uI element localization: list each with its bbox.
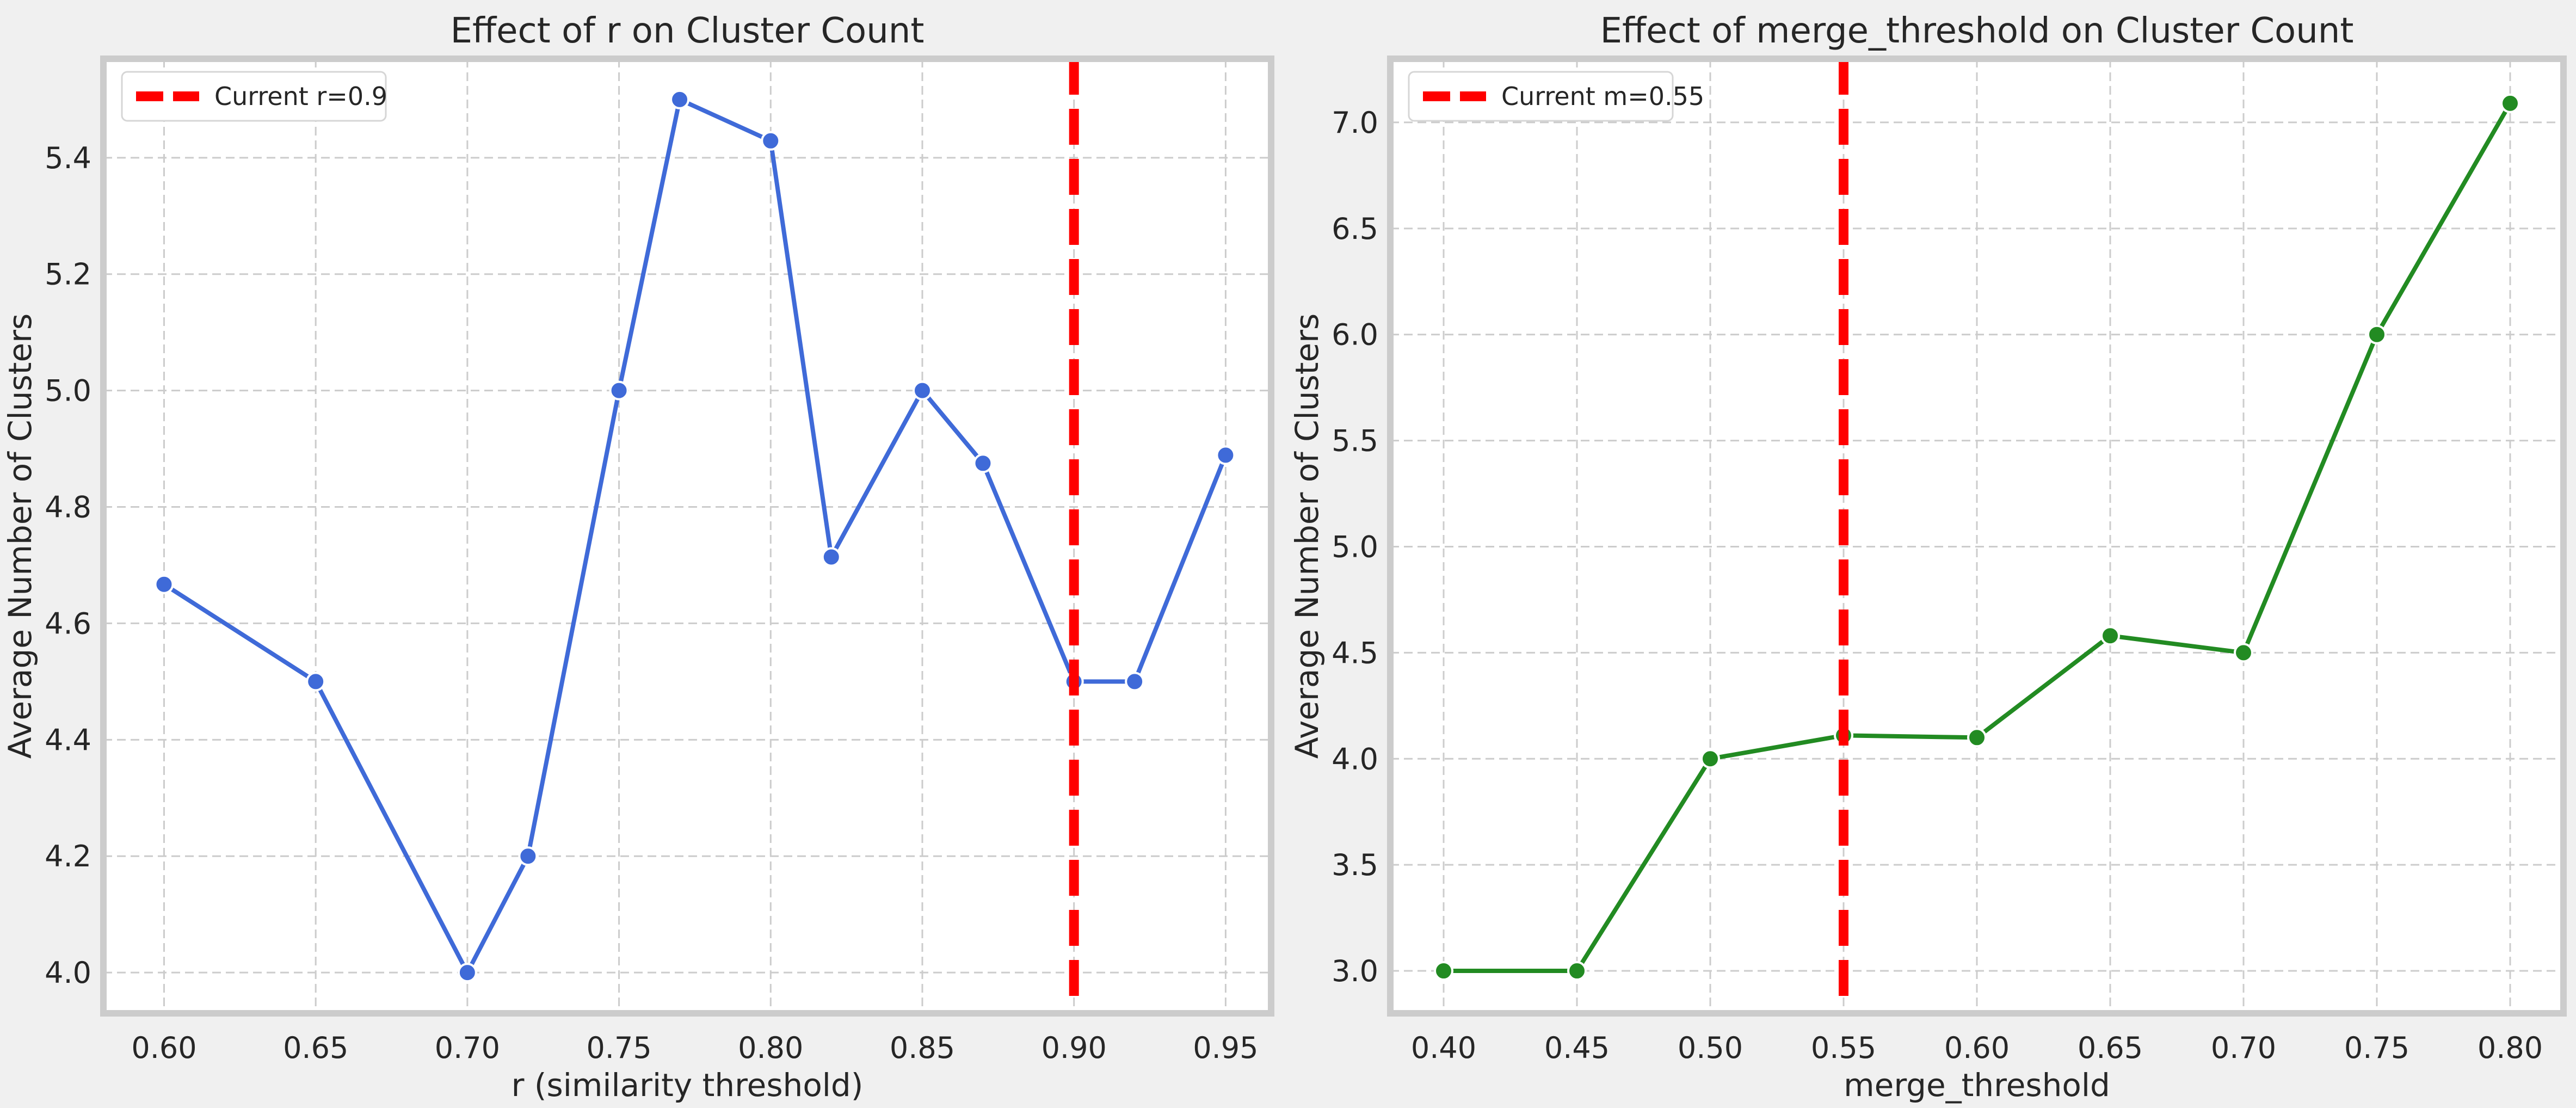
y-tick-label: 4.5 — [1332, 636, 1378, 670]
x-tick-label: 0.75 — [2344, 1031, 2409, 1065]
y-tick-label: 6.5 — [1332, 212, 1378, 246]
x-tick-label: 0.70 — [2211, 1031, 2276, 1065]
x-tick-label: 0.60 — [131, 1031, 196, 1065]
y-tick-label: 4.4 — [45, 723, 91, 757]
x-tick-label: 0.60 — [1944, 1031, 2010, 1065]
data-point — [1700, 749, 1720, 769]
data-point — [973, 453, 993, 473]
data-point — [1125, 672, 1145, 692]
y-axis-label: Average Number of Clusters — [1289, 313, 1326, 759]
data-point — [2234, 643, 2253, 663]
chart-title: Effect of merge_threshold on Cluster Cou… — [1600, 11, 2354, 51]
plot-background — [103, 59, 1271, 1013]
x-tick-label: 0.40 — [1411, 1031, 1476, 1065]
plot-frame — [100, 56, 1274, 1017]
legend-label: Current m=0.55 — [1501, 82, 1704, 111]
y-tick-label: 4.8 — [45, 490, 91, 525]
data-point — [457, 963, 477, 983]
y-tick-label: 5.0 — [45, 374, 91, 408]
x-tick-label: 0.85 — [890, 1031, 955, 1065]
x-tick-label: 0.75 — [586, 1031, 651, 1065]
y-tick-label: 6.0 — [1332, 318, 1378, 352]
data-point — [609, 380, 629, 401]
x-tick-label: 0.70 — [435, 1031, 500, 1065]
y-tick-label: 3.0 — [1332, 954, 1378, 988]
x-tick-label: 0.95 — [1193, 1031, 1258, 1065]
plot-frame — [1387, 56, 2567, 1017]
y-tick-label: 4.0 — [1332, 742, 1378, 776]
x-tick-label: 0.45 — [1544, 1031, 1610, 1065]
y-tick-label: 7.0 — [1332, 106, 1378, 140]
data-point — [821, 547, 841, 567]
legend: Current r=0.9 — [121, 71, 387, 122]
data-point — [670, 89, 690, 109]
x-axis-label: r (similarity threshold) — [511, 1067, 864, 1104]
legend-label: Current r=0.9 — [214, 82, 387, 111]
data-point — [912, 380, 932, 401]
x-tick-label: 0.80 — [738, 1031, 803, 1065]
y-tick-label: 4.6 — [45, 606, 91, 641]
y-tick-label: 4.0 — [45, 956, 91, 990]
data-point — [1216, 445, 1236, 465]
x-tick-label: 0.80 — [2478, 1031, 2543, 1065]
data-point — [2500, 93, 2520, 113]
x-tick-label: 0.90 — [1042, 1031, 1107, 1065]
x-tick-label: 0.55 — [1811, 1031, 1876, 1065]
y-tick-label: 5.0 — [1332, 530, 1378, 564]
data-point — [761, 131, 781, 151]
x-axis-label: merge_threshold — [1844, 1067, 2110, 1104]
legend-box — [1408, 71, 1674, 122]
legend: Current m=0.55 — [1408, 71, 1704, 122]
data-point — [2367, 324, 2387, 344]
y-axis-label: Average Number of Clusters — [2, 313, 39, 759]
y-tick-label: 5.4 — [45, 141, 91, 175]
y-tick-label: 3.5 — [1332, 848, 1378, 882]
chart-panel-2: 3.0 3.5 4.0 4.5 5.0 5.5 6.0 6.5 7.0 0.40 0.45 0.50 0… — [1289, 11, 2567, 1104]
chart-panel-1: 4.0 4.2 4.4 4.6 4.8 5.0 5.2 5.4 0.60 0.65 0.70 0.75… — [2, 11, 1274, 1104]
y-tick-label: 5.2 — [45, 257, 91, 292]
data-point — [2100, 626, 2120, 646]
chart-title: Effect of r on Cluster Count — [451, 11, 925, 51]
data-point — [1567, 961, 1587, 981]
data-point — [306, 672, 326, 692]
legend-box — [121, 71, 387, 122]
x-tick-label: 0.65 — [283, 1031, 348, 1065]
data-point — [1967, 728, 1987, 748]
data-point — [154, 574, 174, 594]
y-tick-label: 5.5 — [1332, 424, 1378, 458]
x-tick-label: 0.50 — [1678, 1031, 1743, 1065]
y-tick-label: 4.2 — [45, 839, 91, 873]
data-point — [1434, 961, 1453, 981]
x-tick-label: 0.65 — [2078, 1031, 2143, 1065]
data-point — [518, 846, 538, 866]
